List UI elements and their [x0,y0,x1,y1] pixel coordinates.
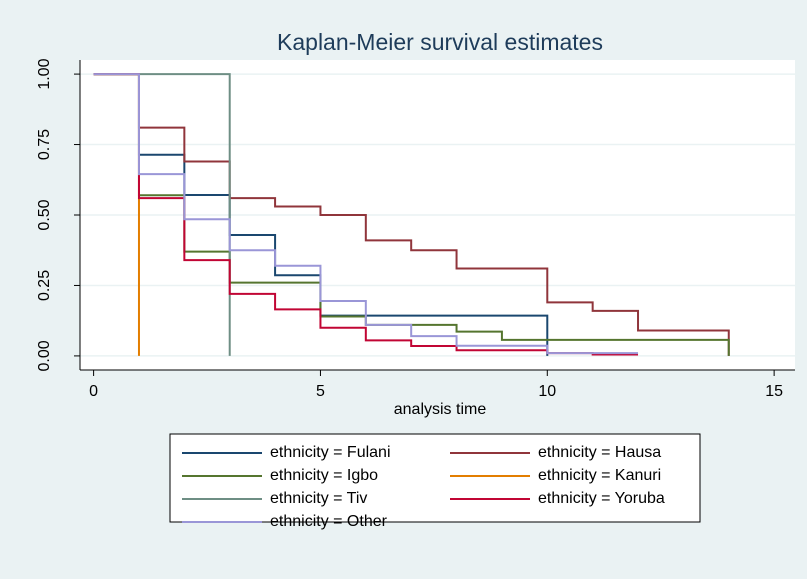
x-tick-label: 10 [538,383,556,400]
survival-curve [93,73,639,355]
x-tick-label: 0 [89,383,98,400]
x-tick-label: 5 [316,383,325,400]
legend-label: ethnicity = Igbo [270,467,378,484]
legend-label: ethnicity = Fulani [270,444,391,461]
y-tick-label: 0.00 [36,340,53,371]
legend-label: ethnicity = Other [270,513,388,530]
y-tick-label: 1.00 [36,58,53,89]
y-tick-label: 0.25 [36,270,53,301]
y-tick-label: 0.75 [36,129,53,160]
x-axis-label: analysis time [394,401,487,418]
chart-title: Kaplan-Meier survival estimates [277,29,603,55]
legend-box [169,433,701,523]
x-tick-label: 15 [765,383,783,400]
legend-label: ethnicity = Hausa [538,444,661,461]
y-tick-label: 0.50 [36,199,53,230]
legend-label: ethnicity = Tiv [270,490,367,507]
survival-curve [93,73,730,356]
legend-label: ethnicity = Kanuri [538,467,661,484]
legend-label: ethnicity = Yoruba [538,490,665,507]
